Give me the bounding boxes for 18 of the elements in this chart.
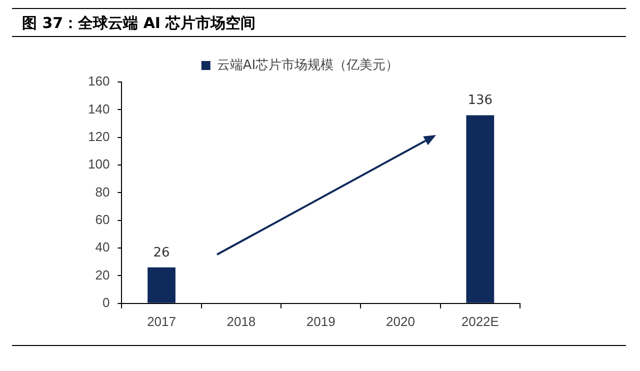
x-tick-label: 2019	[306, 314, 336, 329]
x-tick-label: 2020	[386, 314, 415, 329]
y-tick-label: 140	[88, 101, 110, 116]
data-label: 136	[468, 93, 493, 108]
chart-title: 图 37：全球云端 AI 芯片市场空间	[12, 8, 626, 37]
x-tick-label: 2017	[147, 314, 176, 329]
y-tick-label: 160	[88, 74, 110, 89]
y-tick-label: 80	[95, 184, 110, 200]
y-tick-label: 60	[95, 212, 110, 227]
x-tick-label: 2018	[226, 314, 256, 329]
legend-label: 云端AI芯片市场规模（亿美元）	[216, 56, 399, 73]
x-tick-label: 2022E	[461, 314, 500, 329]
y-tick-label: 0	[102, 294, 110, 310]
y-tick-label: 100	[88, 156, 110, 172]
y-tick-label: 20	[95, 267, 110, 282]
y-tick-label: 40	[95, 240, 110, 255]
y-tick-label: 120	[88, 128, 110, 144]
data-label: 26	[153, 245, 170, 260]
